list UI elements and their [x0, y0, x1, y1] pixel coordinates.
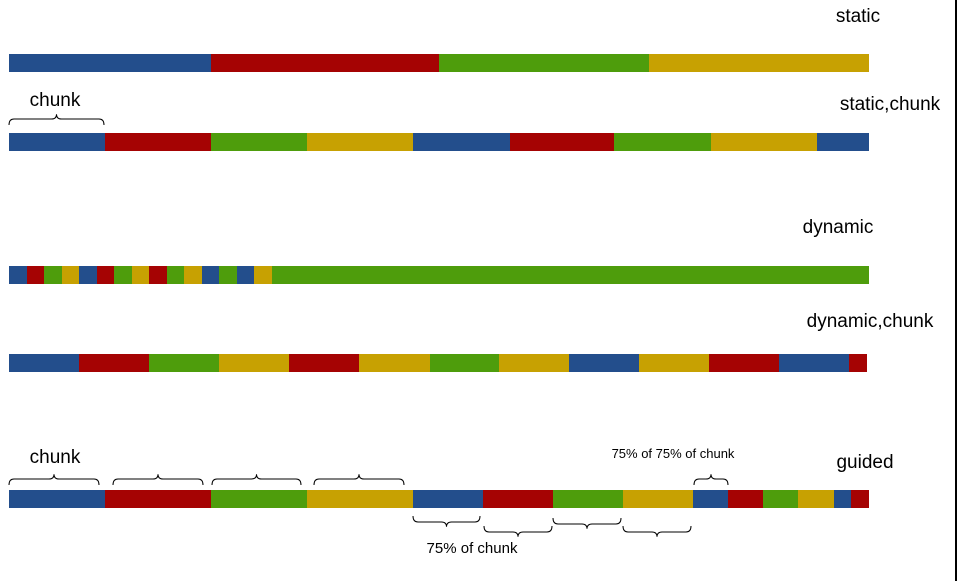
segment-guided-3	[211, 490, 307, 508]
segment-dynamic-chunk-11	[709, 354, 779, 372]
segment-guided-7	[553, 490, 623, 508]
segment-static-chunk-4	[307, 133, 413, 151]
segment-dynamic-8	[132, 266, 149, 284]
brace-chunk-guided-3	[211, 474, 302, 486]
segment-dynamic-chunk-1	[9, 354, 79, 372]
row-label-dynamic-chunk: dynamic,chunk	[807, 311, 934, 332]
segment-dynamic-chunk-7	[430, 354, 499, 372]
seventy-five-of-seventy-five-label: 75% of 75% of chunk	[612, 446, 735, 461]
segment-guided-14	[851, 490, 869, 508]
segment-dynamic-chunk-8	[499, 354, 569, 372]
seventy-five-percent-label: 75% of chunk	[427, 540, 518, 557]
segment-static-3	[439, 54, 649, 72]
brace-chunk-guided-2	[112, 474, 204, 486]
segment-dynamic-chunk-2	[79, 354, 149, 372]
segment-dynamic-chunk-6	[359, 354, 430, 372]
segment-guided-13	[834, 490, 851, 508]
brace-75-4	[622, 525, 692, 537]
segment-dynamic-16	[272, 266, 869, 284]
segment-guided-10	[728, 490, 763, 508]
segment-dynamic-chunk-9	[569, 354, 639, 372]
segment-dynamic-14	[237, 266, 254, 284]
segment-static-1	[9, 54, 211, 72]
segment-guided-12	[798, 490, 834, 508]
row-label-static: static	[836, 6, 880, 27]
row-label-guided: guided	[836, 452, 893, 473]
segment-dynamic-4	[62, 266, 79, 284]
segment-dynamic-7	[114, 266, 132, 284]
segment-dynamic-15	[254, 266, 272, 284]
segment-static-chunk-1	[9, 133, 105, 151]
segment-dynamic-chunk-4	[219, 354, 289, 372]
segment-dynamic-chunk-3	[149, 354, 219, 372]
segment-static-chunk-5	[413, 133, 510, 151]
segment-dynamic-12	[202, 266, 219, 284]
segment-static-chunk-7	[614, 133, 711, 151]
segment-dynamic-1	[9, 266, 27, 284]
segment-static-chunk-3	[211, 133, 307, 151]
segment-guided-4	[307, 490, 413, 508]
segment-static-4	[649, 54, 869, 72]
segment-dynamic-chunk-5	[289, 354, 359, 372]
segment-guided-2	[105, 490, 211, 508]
brace-75-1	[412, 515, 481, 527]
segment-guided-5	[413, 490, 483, 508]
braces-layer	[8, 114, 729, 537]
brace-75-3	[552, 517, 622, 529]
chunk-label-top: chunk	[30, 90, 81, 111]
segment-dynamic-9	[149, 266, 167, 284]
segment-dynamic-6	[97, 266, 114, 284]
segment-guided-8	[623, 490, 693, 508]
right-border-line	[955, 0, 957, 581]
brace-chunk-guided-1	[8, 474, 100, 486]
bars-layer	[9, 54, 869, 508]
segment-static-chunk-9	[817, 133, 869, 151]
segment-dynamic-chunk-10	[639, 354, 709, 372]
brace-75-2	[483, 525, 553, 537]
segment-static-chunk-8	[711, 133, 817, 151]
row-label-dynamic: dynamic	[803, 217, 874, 238]
brace-chunk-guided-4	[313, 474, 405, 486]
segment-dynamic-13	[219, 266, 237, 284]
segment-guided-6	[483, 490, 553, 508]
segment-static-chunk-6	[510, 133, 614, 151]
row-label-static-chunk: static,chunk	[840, 94, 941, 115]
segment-dynamic-chunk-12	[779, 354, 849, 372]
segment-dynamic-chunk-13	[849, 354, 867, 372]
segment-dynamic-2	[27, 266, 44, 284]
brace-75-of-75	[693, 474, 729, 486]
segment-static-2	[211, 54, 439, 72]
brace-chunk-top	[8, 114, 105, 126]
segment-dynamic-5	[79, 266, 97, 284]
segment-guided-11	[763, 490, 798, 508]
chunk-label-guided: chunk	[30, 447, 81, 468]
segment-dynamic-3	[44, 266, 62, 284]
segment-dynamic-10	[167, 266, 184, 284]
segment-dynamic-11	[184, 266, 202, 284]
segment-guided-9	[693, 490, 728, 508]
segment-static-chunk-2	[105, 133, 211, 151]
segment-guided-1	[9, 490, 105, 508]
